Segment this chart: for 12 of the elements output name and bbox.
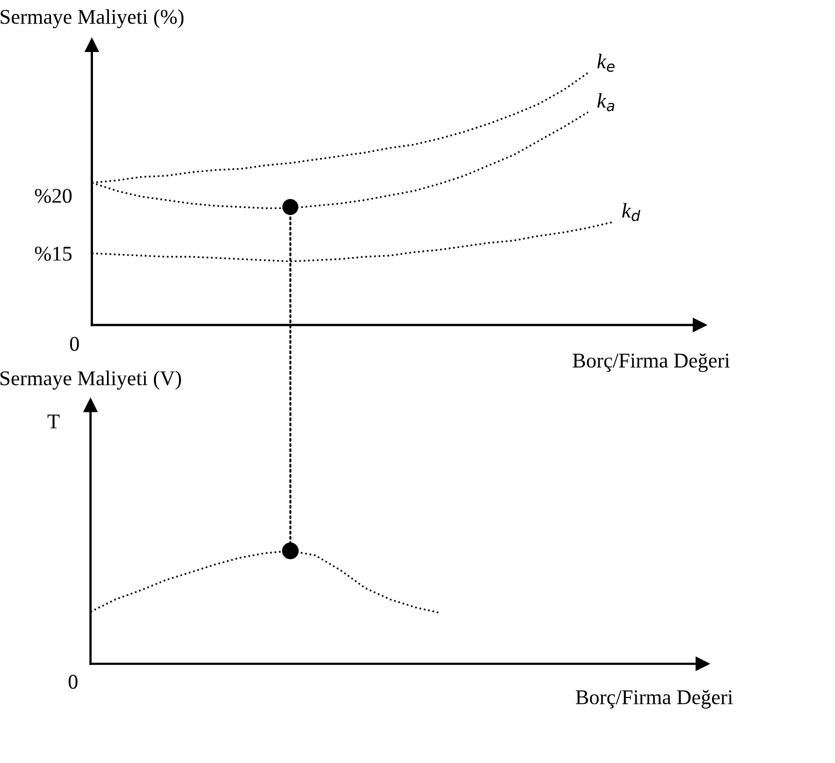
series-label: k$_{d}$ bbox=[622, 203, 640, 222]
y-axis-title: Sermaye Maliyeti (%) bbox=[0, 9, 184, 28]
text: 0 bbox=[68, 674, 78, 689]
y-tick-label: %15 bbox=[34, 246, 72, 261]
y-axis-title: Sermaye Maliyeti (V) bbox=[0, 370, 182, 390]
series-label: k$_{a}$ bbox=[597, 93, 614, 112]
series-label: k$_{e}$ bbox=[597, 54, 615, 72]
text: T bbox=[48, 414, 60, 428]
x-axis-title: Borç/Firma Değeri bbox=[572, 353, 730, 372]
text: 0 bbox=[70, 336, 79, 351]
y-tick-label: %20 bbox=[34, 188, 72, 203]
x-axis-title: Borç/Firma Değeri bbox=[576, 690, 733, 709]
